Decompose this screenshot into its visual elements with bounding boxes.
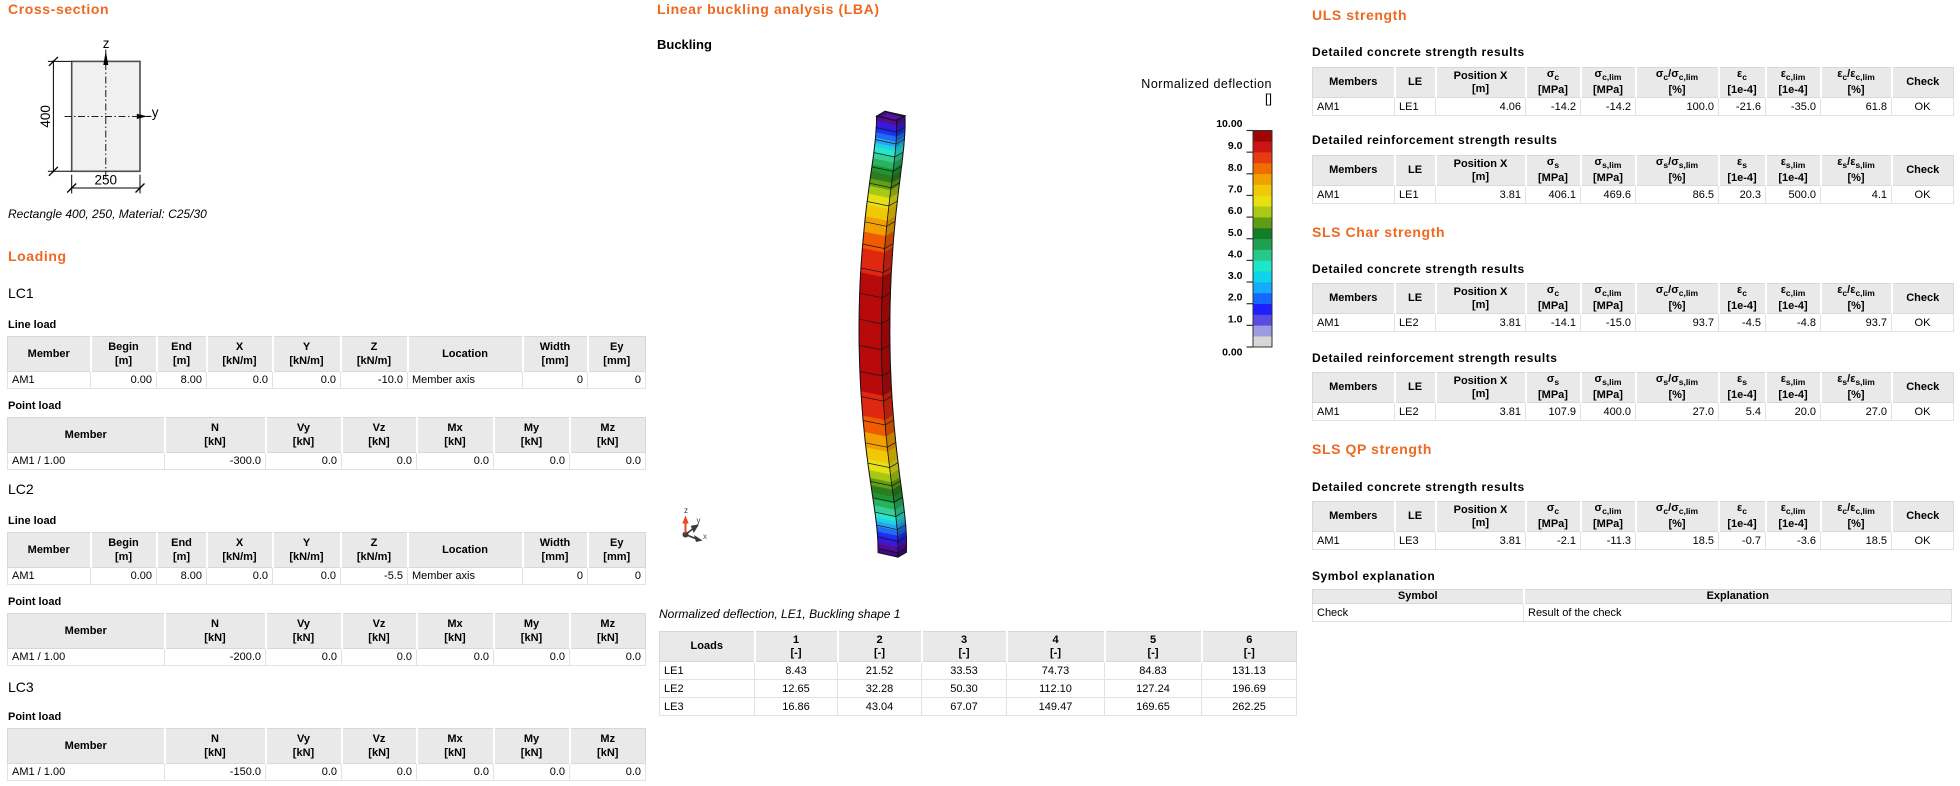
svg-text:7.0: 7.0 — [1228, 183, 1243, 195]
svg-text:6.0: 6.0 — [1228, 205, 1243, 217]
svg-text:y: y — [152, 105, 159, 120]
svg-text:8.0: 8.0 — [1228, 162, 1243, 174]
svg-text:x: x — [703, 532, 707, 541]
svg-text:1.0: 1.0 — [1228, 313, 1243, 325]
svg-text:9.0: 9.0 — [1228, 140, 1243, 152]
svg-text:250: 250 — [95, 173, 118, 188]
svg-text:2.0: 2.0 — [1228, 292, 1243, 304]
svg-text:y: y — [697, 516, 701, 525]
svg-text:10.00: 10.00 — [1216, 118, 1242, 130]
svg-text:400: 400 — [38, 105, 53, 128]
svg-text:z: z — [684, 506, 688, 515]
svg-text:4.0: 4.0 — [1228, 248, 1243, 260]
svg-text:0.00: 0.00 — [1222, 347, 1243, 359]
svg-text:z: z — [103, 36, 110, 51]
svg-text:3.0: 3.0 — [1228, 270, 1243, 282]
svg-text:5.0: 5.0 — [1228, 227, 1243, 239]
